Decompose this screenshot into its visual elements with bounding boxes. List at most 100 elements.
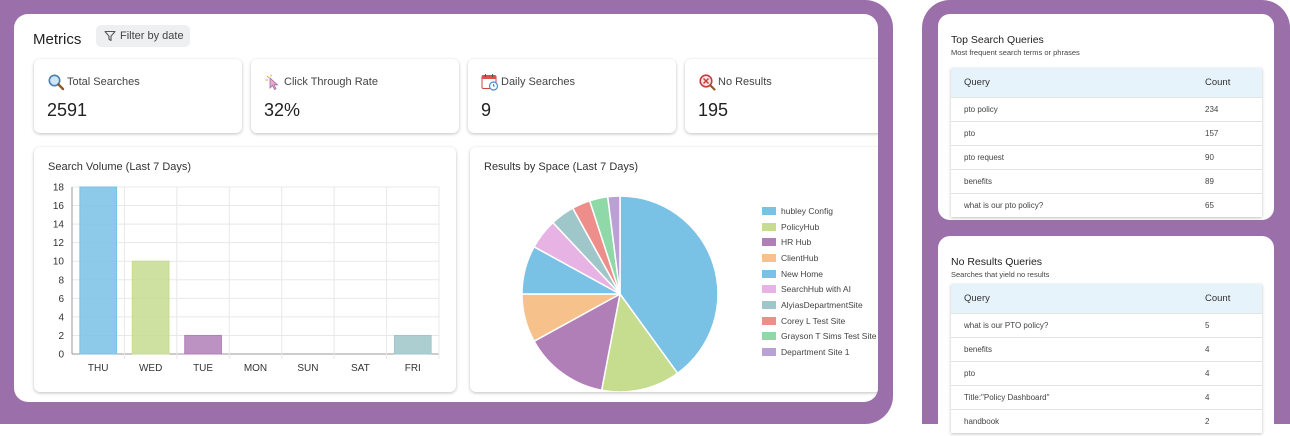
legend-item-new-home[interactable]: New Home — [762, 266, 876, 282]
y-tick-label: 12 — [53, 238, 65, 249]
table-row[interactable]: pto request 90 — [951, 145, 1262, 169]
table-row[interactable]: what is our pto policy? 65 — [951, 193, 1262, 217]
filter-icon — [104, 30, 116, 42]
legend-item-corey-l-test-site[interactable]: Corey L Test Site — [762, 313, 876, 329]
pie-legend: hubley Config PolicyHub HR Hub ClientHub New… — [762, 203, 876, 360]
query-cell: pto policy — [964, 105, 998, 114]
legend-item-department-site-1[interactable]: Department Site 1 — [762, 344, 876, 360]
table-row[interactable]: what is our PTO policy? 5 — [951, 313, 1262, 337]
query-cell: benefits — [964, 177, 993, 186]
y-tick-label: 4 — [58, 312, 64, 323]
legend-label: PolicyHub — [781, 221, 820, 232]
metric-card-click-through-rate: Click Through Rate 32% — [251, 59, 459, 133]
legend-swatch — [762, 253, 776, 262]
filter-label: Filter by date — [120, 30, 184, 42]
calendar-clock-icon — [481, 74, 499, 91]
metric-label: Click Through Rate — [284, 76, 378, 88]
table-header: Query Count — [951, 68, 1262, 97]
legend-label: Grayson T Sims Test Site — [781, 331, 877, 342]
legend-item-hr-hub[interactable]: HR Hub — [762, 234, 876, 250]
no-results-table: Query Count what is our PTO policy? 5 ben… — [951, 284, 1262, 433]
metric-value: 32% — [264, 100, 301, 120]
bar-wed[interactable] — [131, 260, 170, 355]
legend-label: ClientHub — [781, 252, 819, 263]
count-cell: 4 — [1205, 393, 1210, 402]
legend-swatch — [762, 285, 776, 294]
legend-swatch — [762, 316, 776, 325]
filter-by-date-button[interactable]: Filter by date — [96, 25, 190, 47]
pie-slice-hubley-config[interactable] — [619, 195, 719, 375]
legend-swatch — [762, 348, 776, 357]
count-cell: 4 — [1205, 369, 1210, 378]
column-header-query: Query — [964, 293, 990, 304]
legend-label: Department Site 1 — [781, 347, 850, 358]
table-row[interactable]: pto policy 234 — [951, 97, 1262, 121]
table-row[interactable]: Title:"Policy Dashboard" 4 — [951, 385, 1262, 409]
y-tick-label: 0 — [58, 350, 64, 361]
x-tick-label: TUE — [193, 363, 213, 374]
query-cell: handbook — [964, 417, 1000, 426]
query-cell: pto — [964, 369, 976, 378]
table-row[interactable]: pto 4 — [951, 361, 1262, 385]
table-row[interactable]: pto 157 — [951, 121, 1262, 145]
page-title: Metrics — [33, 31, 82, 48]
legend-label: SearchHub with AI — [781, 284, 851, 295]
no-results-queries-panel: No Results Queries Searches that yield n… — [938, 236, 1274, 436]
query-cell: Title:"Policy Dashboard" — [964, 393, 1050, 402]
no-results-icon — [699, 74, 716, 91]
count-cell: 5 — [1205, 321, 1210, 330]
query-cell: what is our pto policy? — [964, 201, 1044, 210]
table-row[interactable]: benefits 89 — [951, 169, 1262, 193]
pie-slice-policyhub[interactable] — [600, 292, 679, 392]
column-header-count: Count — [1205, 293, 1231, 304]
y-tick-label: 2 — [58, 331, 64, 342]
count-cell: 234 — [1205, 105, 1219, 114]
legend-swatch — [762, 238, 776, 247]
count-cell: 90 — [1205, 153, 1214, 162]
bar-thu[interactable] — [79, 186, 118, 355]
x-tick-label: SUN — [297, 363, 318, 374]
metric-label: No Results — [718, 76, 772, 88]
column-header-count: Count — [1205, 77, 1231, 88]
query-cell: pto request — [964, 153, 1005, 162]
query-cell: benefits — [964, 345, 993, 354]
cursor-click-icon — [265, 74, 279, 91]
legend-item-hubley-config[interactable]: hubley Config — [762, 203, 876, 219]
count-cell: 65 — [1205, 201, 1214, 210]
x-tick-label: FRI — [405, 363, 421, 374]
table-row[interactable]: handbook 2 — [951, 409, 1262, 433]
x-tick-label: WED — [139, 363, 162, 374]
panel-title: No Results Queries — [951, 256, 1043, 268]
table-row[interactable]: benefits 4 — [951, 337, 1262, 361]
pie-slice-department-site-1[interactable] — [606, 195, 621, 295]
legend-item-grayson-t-sims-test-site[interactable]: Grayson T Sims Test Site — [762, 329, 876, 345]
panel-subtitle: Searches that yield no results — [951, 270, 1050, 279]
top-search-queries-panel: Top Search Queries Most frequent search … — [938, 14, 1274, 220]
metric-value: 9 — [481, 100, 492, 120]
legend-item-clienthub[interactable]: ClientHub — [762, 250, 876, 266]
magnifier-icon — [48, 74, 65, 91]
count-cell: 2 — [1205, 417, 1210, 426]
metric-card-total-searches: Total Searches 2591 — [34, 59, 242, 133]
x-tick-label: MON — [244, 363, 267, 374]
pie-slice-hr-hub[interactable] — [533, 292, 622, 392]
bar-fri[interactable] — [393, 334, 432, 355]
chart-title: Results by Space (Last 7 Days) — [484, 161, 639, 173]
search-volume-chart-card: Search Volume (Last 7 Days) 0 2 4 6 8 10 12 14 1… — [34, 147, 456, 392]
legend-label: New Home — [781, 268, 824, 279]
count-cell: 4 — [1205, 345, 1210, 354]
y-tick-label: 16 — [53, 201, 65, 212]
legend-swatch — [762, 300, 776, 309]
legend-item-searchhub-with-ai[interactable]: SearchHub with AI — [762, 281, 876, 297]
bar-tue[interactable] — [184, 334, 222, 355]
legend-item-policyhub[interactable]: PolicyHub — [762, 219, 876, 235]
panel-subtitle: Most frequent search terms or phrases — [951, 48, 1080, 57]
search-volume-bar-chart: 0 2 4 6 8 10 12 14 16 18 THU WED TUE MON SUN SAT FRI — [53, 183, 440, 374]
x-tick-label: SAT — [351, 363, 370, 374]
legend-label: hubley Config — [781, 205, 833, 216]
legend-item-alyiasdepartmentsite[interactable]: AlyiasDepartmentSite — [762, 297, 876, 313]
count-cell: 157 — [1205, 129, 1219, 138]
legend-swatch — [762, 269, 776, 278]
column-header-query: Query — [964, 77, 990, 88]
metric-label: Total Searches — [67, 76, 140, 88]
